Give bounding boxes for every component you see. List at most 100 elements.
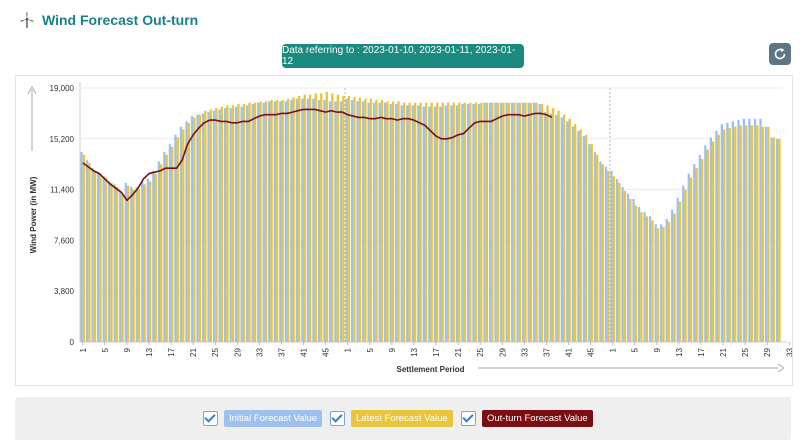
initial-forecast-bar xyxy=(687,173,690,342)
initial-forecast-bar xyxy=(152,170,155,342)
initial-forecast-bar xyxy=(378,102,381,342)
initial-forecast-bar xyxy=(615,178,619,342)
latest-forecast-bar xyxy=(480,102,483,342)
latest-forecast-bar xyxy=(292,97,295,342)
latest-forecast-bar xyxy=(767,126,770,342)
initial-forecast-bar xyxy=(527,102,530,342)
latest-forecast-bar xyxy=(281,100,284,342)
latest-forecast-bar xyxy=(176,137,179,342)
initial-forecast-bar xyxy=(384,102,387,342)
initial-forecast-bar xyxy=(621,186,624,342)
initial-forecast-bar xyxy=(510,102,514,342)
x-tick-label: 41 xyxy=(564,347,573,356)
latest-forecast-bar xyxy=(673,213,676,342)
initial-forecast-bar xyxy=(472,104,475,342)
latest-forecast-bar xyxy=(380,100,384,342)
latest-forecast-bar xyxy=(540,104,544,342)
latest-forecast-bar xyxy=(369,98,373,342)
latest-forecast-bar xyxy=(237,104,240,342)
latest-forecast-checkbox[interactable] xyxy=(330,410,345,426)
initial-forecast-bar xyxy=(737,120,740,342)
initial-forecast-bar xyxy=(654,224,657,342)
initial-forecast-bar xyxy=(560,117,563,342)
initial-forecast-bar xyxy=(566,121,569,342)
initial-forecast-bar xyxy=(626,193,630,342)
latest-forecast-bar xyxy=(513,102,516,342)
initial-forecast-bar xyxy=(135,186,138,342)
latest-forecast-bar xyxy=(413,102,417,342)
initial-forecast-bar xyxy=(273,101,276,342)
x-tick-label: 21 xyxy=(454,347,463,356)
initial-forecast-bar xyxy=(499,102,503,342)
title-row: Wind Forecast Out-turn xyxy=(18,9,198,31)
date-range-banner: Data referring to : 2023-01-10, 2023-01-… xyxy=(282,44,524,68)
initial-forecast-bar xyxy=(196,114,199,342)
initial-forecast-checkbox[interactable] xyxy=(203,410,218,426)
latest-forecast-bar xyxy=(496,102,500,342)
latest-forecast-bar xyxy=(270,100,273,342)
latest-forecast-bar xyxy=(441,102,444,342)
latest-forecast-bar xyxy=(612,176,615,342)
initial-forecast-bar xyxy=(141,181,144,342)
initial-forecast-bar xyxy=(505,102,508,342)
initial-forecast-bar xyxy=(455,105,459,342)
latest-forecast-bar xyxy=(645,216,649,342)
initial-forecast-bar xyxy=(317,100,321,342)
latest-forecast-bar xyxy=(723,129,726,342)
legend-item-latest[interactable]: Latest Forecast Value xyxy=(330,408,453,428)
initial-forecast-bar xyxy=(748,118,751,342)
x-tick-label: 13 xyxy=(675,347,684,356)
initial-forecast-bar xyxy=(395,104,398,342)
initial-forecast-bar xyxy=(582,136,586,342)
initial-forecast-bar xyxy=(731,121,735,342)
latest-forecast-bar xyxy=(557,110,560,342)
legend-item-initial[interactable]: Initial Forecast Value xyxy=(203,408,323,428)
latest-forecast-bar xyxy=(154,173,157,342)
initial-forecast-bar xyxy=(301,98,304,342)
x-tick-label: 21 xyxy=(189,347,198,356)
initial-forecast-bar xyxy=(571,126,575,342)
initial-forecast-bar xyxy=(488,102,492,342)
initial-forecast-bar xyxy=(494,102,497,342)
initial-forecast-bar xyxy=(588,144,591,342)
initial-forecast-bar xyxy=(163,152,166,342)
latest-forecast-bar xyxy=(601,164,604,342)
initial-forecast-bar xyxy=(284,101,287,342)
latest-forecast-bar xyxy=(259,101,262,342)
latest-forecast-bar xyxy=(336,94,339,343)
initial-forecast-bar xyxy=(599,161,602,342)
latest-forecast-bar xyxy=(579,129,582,342)
initial-forecast-bar xyxy=(444,105,448,342)
outturn-forecast-checkbox[interactable] xyxy=(461,410,476,426)
initial-forecast-bar xyxy=(770,137,773,342)
initial-forecast-bar xyxy=(251,104,254,342)
y-tick-label: 11,400 xyxy=(50,186,74,195)
latest-forecast-bar xyxy=(314,93,317,342)
y-tick-label: 0 xyxy=(70,338,75,347)
x-tick-label: 33 xyxy=(255,347,264,356)
initial-forecast-bar xyxy=(753,118,757,342)
latest-forecast-bar xyxy=(93,170,97,342)
initial-forecast-bar xyxy=(201,113,205,343)
latest-forecast-bar xyxy=(507,102,511,342)
x-tick-label: 9 xyxy=(123,347,132,352)
latest-forecast-bar xyxy=(750,125,753,342)
latest-forecast-bar xyxy=(469,102,472,342)
initial-forecast-bar xyxy=(157,161,161,342)
latest-forecast-bar xyxy=(397,101,400,342)
initial-forecast-bar xyxy=(212,110,216,342)
latest-forecast-bar xyxy=(562,114,566,342)
initial-forecast-bar xyxy=(775,138,779,342)
initial-forecast-bar xyxy=(323,100,326,342)
wind-chart: 0 3,800 7,600 11,400 15,200 19,000 1 5 9 13 17 21 25… xyxy=(15,75,793,386)
latest-forecast-bar xyxy=(452,102,455,342)
initial-forecast-bar xyxy=(665,219,668,342)
latest-forecast-bar xyxy=(391,101,395,342)
latest-forecast-bar xyxy=(689,177,693,342)
refresh-button[interactable] xyxy=(769,43,791,65)
latest-forecast-label: Latest Forecast Value xyxy=(351,409,453,427)
latest-forecast-bar xyxy=(458,102,461,342)
legend-item-outturn[interactable]: Out-turn Forecast Value xyxy=(461,408,593,428)
latest-forecast-bar xyxy=(629,198,632,342)
latest-forecast-bar xyxy=(148,181,152,342)
